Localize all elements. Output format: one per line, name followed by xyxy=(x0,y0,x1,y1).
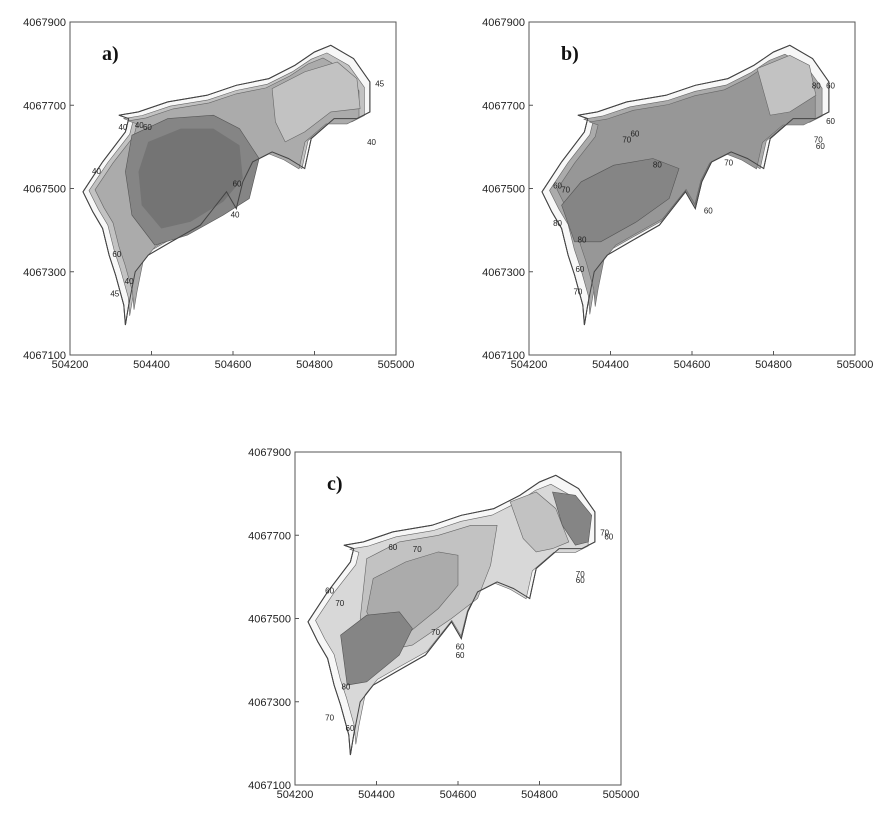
panel-b: 504200 504400 504600 504800 505000 4067900 406… xyxy=(482,17,873,371)
contour-band xyxy=(561,158,680,243)
contour-label: 70 xyxy=(561,186,570,195)
x-tick-label: 504400 xyxy=(358,789,395,801)
contour-label: 80 xyxy=(812,82,821,91)
island-boundary xyxy=(82,44,371,326)
contour-label: 60 xyxy=(576,576,585,585)
contour-band xyxy=(340,611,413,686)
contour-label: 40 xyxy=(135,121,144,130)
contour-label: 60 xyxy=(112,250,121,259)
contour-label: 70 xyxy=(576,570,585,579)
contour-label: 70 xyxy=(724,159,733,168)
x-tick-label: 504200 xyxy=(277,789,314,801)
y-tick-label: 4067100 xyxy=(248,780,291,792)
x-tick-label: 504200 xyxy=(511,359,548,371)
contour-label: 60 xyxy=(826,117,835,126)
x-tick-label: 504800 xyxy=(296,359,333,371)
contour-label: 60 xyxy=(816,142,825,151)
contour-label: 70 xyxy=(413,545,422,554)
y-tick-label: 4067900 xyxy=(482,17,525,29)
contour-label: 60 xyxy=(604,532,613,541)
x-tick-label: 504600 xyxy=(674,359,711,371)
y-tick-label: 4067100 xyxy=(482,350,525,362)
contour-label: 60 xyxy=(456,651,465,660)
contour-label: 40 xyxy=(231,211,240,220)
panel-c: 504200 504400 504600 504800 505000 4067900 406… xyxy=(248,447,639,801)
y-tick-label: 4067100 xyxy=(23,350,66,362)
contour-label: 60 xyxy=(704,206,713,215)
contour-band xyxy=(756,54,817,116)
contour-label: 60 xyxy=(388,543,397,552)
contour-label: 60 xyxy=(575,265,584,274)
y-tick-label: 4067900 xyxy=(23,17,66,29)
contour-label: 70 xyxy=(325,713,334,722)
contour-label: 80 xyxy=(653,161,662,170)
x-tick-label: 504400 xyxy=(133,359,170,371)
contour-label: 80 xyxy=(341,682,350,691)
contour-label: 40 xyxy=(119,123,128,132)
x-tick-label: 505000 xyxy=(378,359,415,371)
contour-label: 80 xyxy=(553,219,562,228)
contour-label: 40 xyxy=(125,277,134,286)
panel-a: 504200 504400 504600 504800 5050004067900406… xyxy=(23,17,414,371)
contour-band xyxy=(271,61,361,143)
contour-band xyxy=(552,491,593,546)
panel-label: b) xyxy=(561,43,579,65)
contour-label: 60 xyxy=(630,129,639,138)
island-boundary xyxy=(307,474,596,756)
y-tick-label: 4067500 xyxy=(23,184,66,196)
contour-label: 70 xyxy=(573,288,582,297)
x-tick-label: 504600 xyxy=(440,789,477,801)
contour-label: 70 xyxy=(814,136,823,145)
panel-label: c) xyxy=(327,473,343,495)
contour-label: 45 xyxy=(110,290,119,299)
y-tick-label: 4067300 xyxy=(482,267,525,279)
contour-label: 60 xyxy=(826,82,835,91)
y-tick-label: 4067900 xyxy=(248,447,291,459)
island-boundary xyxy=(541,44,830,326)
contour-label: 80 xyxy=(578,236,587,245)
x-tick-label: 505000 xyxy=(837,359,874,371)
y-tick-label: 4067700 xyxy=(23,100,66,112)
contour-label: 70 xyxy=(622,136,631,145)
contour-label: 40 xyxy=(367,138,376,147)
contour-label: 40 xyxy=(92,167,101,176)
contour-label: 70 xyxy=(600,528,609,537)
y-tick-label: 4067700 xyxy=(248,530,291,542)
y-tick-label: 4067700 xyxy=(482,100,525,112)
contour-label: 70 xyxy=(335,599,344,608)
x-tick-label: 504800 xyxy=(521,789,558,801)
y-tick-label: 4067500 xyxy=(248,614,291,626)
contour-band xyxy=(509,491,570,553)
contour-label: 70 xyxy=(431,628,440,637)
panel-label: a) xyxy=(102,43,119,65)
x-tick-label: 504600 xyxy=(215,359,252,371)
x-tick-label: 505000 xyxy=(603,789,640,801)
y-tick-label: 4067300 xyxy=(23,267,66,279)
contour-label: 60 xyxy=(325,587,334,596)
contour-label: 45 xyxy=(375,80,384,89)
contour-label: 60 xyxy=(233,179,242,188)
x-tick-label: 504200 xyxy=(52,359,89,371)
contour-label: 60 xyxy=(346,724,355,733)
x-tick-label: 504800 xyxy=(755,359,792,371)
contour-label: 60 xyxy=(553,182,562,191)
contour-band xyxy=(556,60,816,307)
contour-label: 60 xyxy=(143,123,152,132)
contour-label: 60 xyxy=(456,643,465,652)
x-tick-label: 504400 xyxy=(592,359,629,371)
y-tick-label: 4067300 xyxy=(248,697,291,709)
y-tick-label: 4067500 xyxy=(482,184,525,196)
